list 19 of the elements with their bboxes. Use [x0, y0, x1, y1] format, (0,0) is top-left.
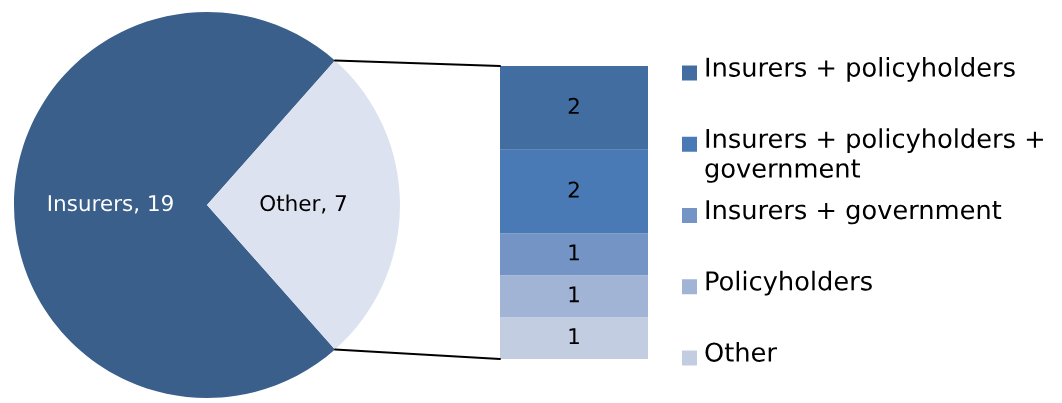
legend-label: Insurers + government — [706, 200, 1002, 225]
bar — [500, 275, 648, 318]
bar — [500, 149, 648, 234]
data-label: 1 — [569, 328, 579, 345]
legend-label: Other — [705, 342, 777, 362]
slice-label: Other, 7 — [260, 194, 346, 214]
bar — [500, 317, 648, 359]
legend-label: Policyholders — [706, 270, 872, 296]
pie-slice — [207, 60, 400, 350]
bar — [500, 233, 648, 276]
data-label: 2 — [568, 97, 579, 114]
data-label: 1 — [569, 286, 579, 303]
slice-label: Insurers, 19 — [48, 194, 173, 214]
bar — [500, 66, 648, 150]
data-label: 2 — [568, 181, 579, 198]
data-label: 1 — [569, 244, 579, 261]
pie-slice — [14, 12, 335, 398]
legend-label: Insurers + policyholders + government — [705, 128, 1043, 183]
legend-label: Insurers + policyholders — [706, 57, 1015, 82]
